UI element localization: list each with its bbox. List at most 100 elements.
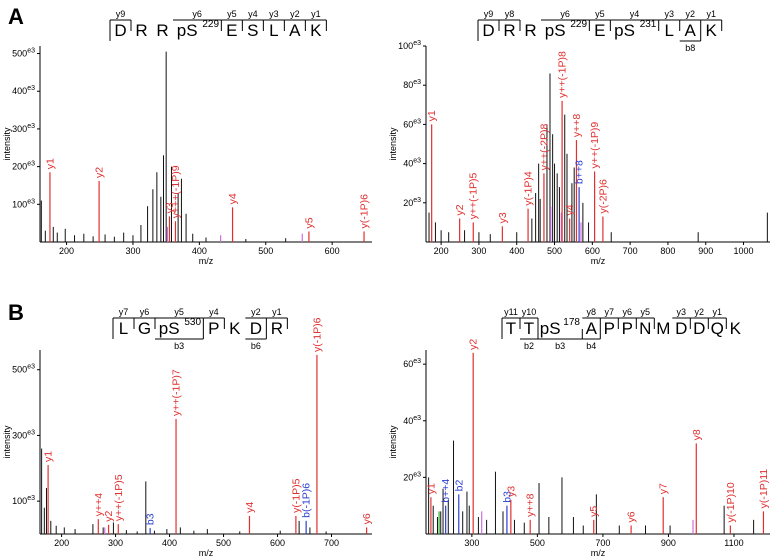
- chart-1-b-ion-label: b8: [685, 43, 695, 53]
- chart-2-y-ion-label: y7: [119, 307, 129, 317]
- chart-2-y-ion-label: y4: [209, 307, 219, 317]
- chart-0-y-axis-label: intensity: [2, 127, 12, 161]
- chart-0-x-axis-label: m/z: [199, 256, 214, 266]
- chart-3-y-tick-label: 40e3: [403, 415, 421, 426]
- chart-0-y-tick-label: 200e3: [12, 161, 35, 172]
- chart-2-residue: P: [208, 319, 219, 338]
- chart-1-x-tick-label: 600: [585, 246, 600, 256]
- chart-0-x-tick-label: 400: [192, 246, 207, 256]
- chart-0-peak-label: y5: [303, 217, 315, 228]
- chart-1-residue: R: [524, 21, 536, 40]
- chart-1-y-tick-label: 40e3: [403, 158, 421, 169]
- chart-1-peak-label: y++(-1P)9: [589, 122, 601, 169]
- chart-3-residue: P: [622, 319, 633, 338]
- chart-1-peak-label: y(-2P)6: [597, 179, 609, 214]
- chart-0-residue: E: [226, 21, 237, 40]
- chart-2-residue: R: [271, 319, 283, 338]
- spectrum-b-right: 300 500 700 900 1100 20e3 40e3 60e3 m/z intensity…: [388, 307, 770, 558]
- chart-2-peak-label: y6: [361, 513, 373, 524]
- chart-0-residue: K: [310, 21, 322, 40]
- chart-2-x-tick-label: 700: [324, 538, 339, 548]
- chart-3-y-ion-label: y6: [623, 307, 633, 317]
- chart-3-y-ion-label: y3: [677, 307, 687, 317]
- chart-3-y-ion-label: y5: [641, 307, 651, 317]
- chart-3-y-tick-label: 60e3: [403, 358, 421, 369]
- chart-3-y-ion-label: y1: [713, 307, 723, 317]
- chart-1-residue: pS: [614, 21, 635, 40]
- chart-2-x-axis-label: m/z: [199, 548, 214, 558]
- chart-3-y-ion-label: y7: [605, 307, 615, 317]
- chart-2-x-tick-label: 500: [216, 538, 231, 548]
- chart-0-peak-label: y+++(-1P)9: [170, 165, 182, 218]
- chart-3-x-tick-label: 900: [661, 538, 676, 548]
- chart-1-x-tick-label: 200: [434, 246, 449, 256]
- chart-1-y-tick-label: 100e3: [398, 40, 421, 51]
- chart-0-y-tick-label: 300e3: [12, 123, 35, 134]
- chart-2-y-tick-label: 300e3: [12, 429, 35, 440]
- chart-2-peak-label: b(-1P)6: [301, 483, 313, 518]
- chart-1-y-tick-label: 20e3: [403, 197, 421, 208]
- chart-2-peak-label: y(-1P)6: [311, 317, 323, 352]
- chart-2-x-tick-label: 600: [270, 538, 285, 548]
- chart-1-x-tick-label: 900: [698, 246, 713, 256]
- chart-2-peak-label: y(-1P)5: [290, 478, 302, 513]
- spectrum-b-left: 200 300 400 500 600 700 100e3 300e3 500e3 m/z inte…: [2, 307, 373, 558]
- chart-1-peak-label: y(-1P)4: [523, 171, 535, 206]
- chart-2-peak-label: y++4: [93, 493, 105, 517]
- chart-2-y-tick-label: 500e3: [12, 364, 35, 375]
- chart-3-x-tick-label: 700: [595, 538, 610, 548]
- chart-3-y-ion-label: y11: [504, 307, 518, 317]
- panel-label-b: B: [8, 300, 24, 325]
- chart-0-peak-label: y(-1P)6: [359, 194, 371, 229]
- chart-3-y-ion-label: y10: [522, 307, 537, 317]
- spectrum-a-right: 200 300 400 500 600 700 800 900 1000 20e3 40e3 60e3…: [388, 9, 770, 266]
- chart-3-residue: D: [693, 319, 705, 338]
- chart-3-residue: T: [506, 319, 516, 338]
- chart-2-peak-label: y4: [244, 502, 256, 513]
- panel-label-a: A: [8, 4, 24, 29]
- chart-1-residue: R: [503, 21, 515, 40]
- chart-2-x-tick-label: 300: [108, 538, 123, 548]
- chart-3-residue: N: [639, 319, 651, 338]
- chart-1-y-ion-label: y2: [685, 9, 695, 19]
- chart-2-x-tick-label: 400: [162, 538, 177, 548]
- chart-3-b-ion-label: b2: [524, 341, 534, 351]
- chart-2-y-ion-label: y6: [140, 307, 150, 317]
- chart-2-y-axis-label: intensity: [2, 425, 12, 459]
- chart-0-x-tick-label: 200: [59, 246, 74, 256]
- chart-1-x-axis-label: m/z: [591, 256, 606, 266]
- chart-3-residue: M: [656, 319, 670, 338]
- spectrum-a-left: 200 300 400 500 600 100e3 200e3 300e3 400e3 500e3…: [2, 9, 372, 266]
- chart-3-residue: D: [675, 319, 687, 338]
- chart-1-y-ion-label: y5: [595, 9, 605, 19]
- chart-1-y-ion-label: y4: [630, 9, 640, 19]
- chart-0-residue: D: [114, 21, 126, 40]
- chart-1-x-tick-label: 700: [623, 246, 638, 256]
- chart-1-x-tick-label: 400: [509, 246, 524, 256]
- chart-0-x-tick-label: 300: [125, 246, 140, 256]
- chart-3-y-ion-label: y2: [695, 307, 705, 317]
- chart-1-residue: A: [685, 21, 697, 40]
- chart-3-residue: P: [604, 319, 615, 338]
- chart-2-y-ion-label: y1: [272, 307, 282, 317]
- chart-1-y-ion-label: y9: [484, 9, 494, 19]
- chart-0-y-ion-label: y3: [269, 9, 279, 19]
- chart-3-y-tick-label: 20e3: [403, 471, 421, 482]
- chart-1-residue: D: [482, 21, 494, 40]
- chart-2-x-tick-label: 200: [54, 538, 69, 548]
- chart-2-y-ion-label: y2: [251, 307, 261, 317]
- chart-3-peak-label: b++4: [440, 479, 452, 503]
- chart-1-peak-label: y++(-1P)5: [468, 173, 480, 220]
- chart-0-y-ion-label: y2: [290, 9, 300, 19]
- chart-1-peak-label: b++8: [574, 160, 586, 184]
- chart-3-b-ion-label: b4: [586, 341, 596, 351]
- chart-0-residue: L: [269, 21, 278, 40]
- chart-1-y-axis-label: intensity: [388, 127, 398, 161]
- chart-2-y-tick-label: 100e3: [12, 495, 35, 506]
- chart-2-residue: D: [250, 319, 262, 338]
- chart-3-residue: K: [730, 319, 742, 338]
- chart-1-residue: L: [664, 21, 673, 40]
- chart-1-peak-label: y++(-2P)8: [538, 124, 550, 171]
- chart-0-residue: R: [135, 21, 147, 40]
